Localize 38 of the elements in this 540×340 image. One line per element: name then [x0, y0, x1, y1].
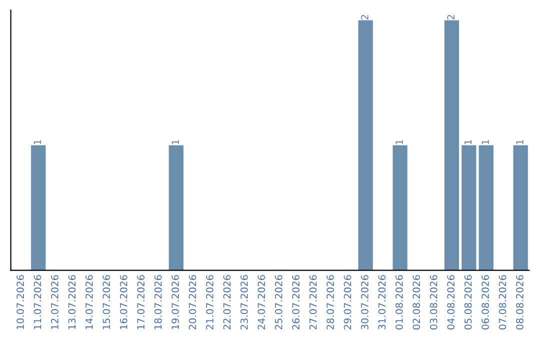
x-tick-label: 01.08.2026 — [396, 275, 403, 330]
x-tick-label: 13.07.2026 — [68, 275, 76, 330]
x-tick-label: 07.08.2026 — [498, 275, 506, 330]
x-tick-label: 19.07.2026 — [172, 275, 179, 330]
x-tick-label: 10.07.2026 — [16, 275, 24, 330]
x-tick-label: 02.08.2026 — [412, 275, 420, 330]
x-tick-label: 14.07.2026 — [85, 275, 93, 330]
x-tick-label: 11.07.2026 — [34, 275, 42, 330]
x-tick-label: 04.08.2026 — [447, 275, 455, 330]
x-tick-label: 27.07.2026 — [309, 275, 317, 330]
x-tick-label: 17.07.2026 — [137, 275, 145, 330]
x-tick-label: 05.08.2026 — [464, 275, 472, 330]
data-label: 2 — [361, 14, 368, 20]
x-tick-label: 15.07.2026 — [102, 275, 110, 330]
x-tick-label: 03.08.2026 — [430, 275, 438, 330]
x-tick-label: 28.07.2026 — [326, 275, 334, 330]
data-label: 1 — [172, 140, 179, 144]
x-tick-label: 23.07.2026 — [240, 275, 248, 330]
x-tick-label: 30.07.2026 — [361, 275, 368, 330]
x-tick-label: 29.07.2026 — [344, 275, 352, 330]
x-tick-label: 18.07.2026 — [154, 275, 162, 330]
data-label: 1 — [464, 140, 472, 144]
x-tick-label: 26.07.2026 — [292, 275, 300, 330]
x-tick-label: 06.08.2026 — [482, 275, 489, 330]
data-label: 1 — [482, 140, 489, 144]
x-tick-label: 24.07.2026 — [258, 275, 266, 330]
x-tick-label: 31.07.2026 — [378, 275, 386, 330]
data-label: 1 — [396, 140, 403, 144]
x-tick-label: 16.07.2026 — [120, 275, 128, 330]
x-tick-label: 21.07.2026 — [206, 275, 214, 330]
x-tick-label: 25.07.2026 — [274, 275, 282, 330]
x-tick-label: 12.07.2026 — [51, 275, 58, 330]
x-tick-label: 20.07.2026 — [188, 275, 196, 330]
data-label: 1 — [34, 140, 42, 144]
data-label: 2 — [447, 14, 454, 20]
data-label: 1 — [516, 140, 524, 144]
x-tick-label: 08.08.2026 — [516, 275, 524, 330]
x-tick-label: 22.07.2026 — [223, 275, 231, 330]
